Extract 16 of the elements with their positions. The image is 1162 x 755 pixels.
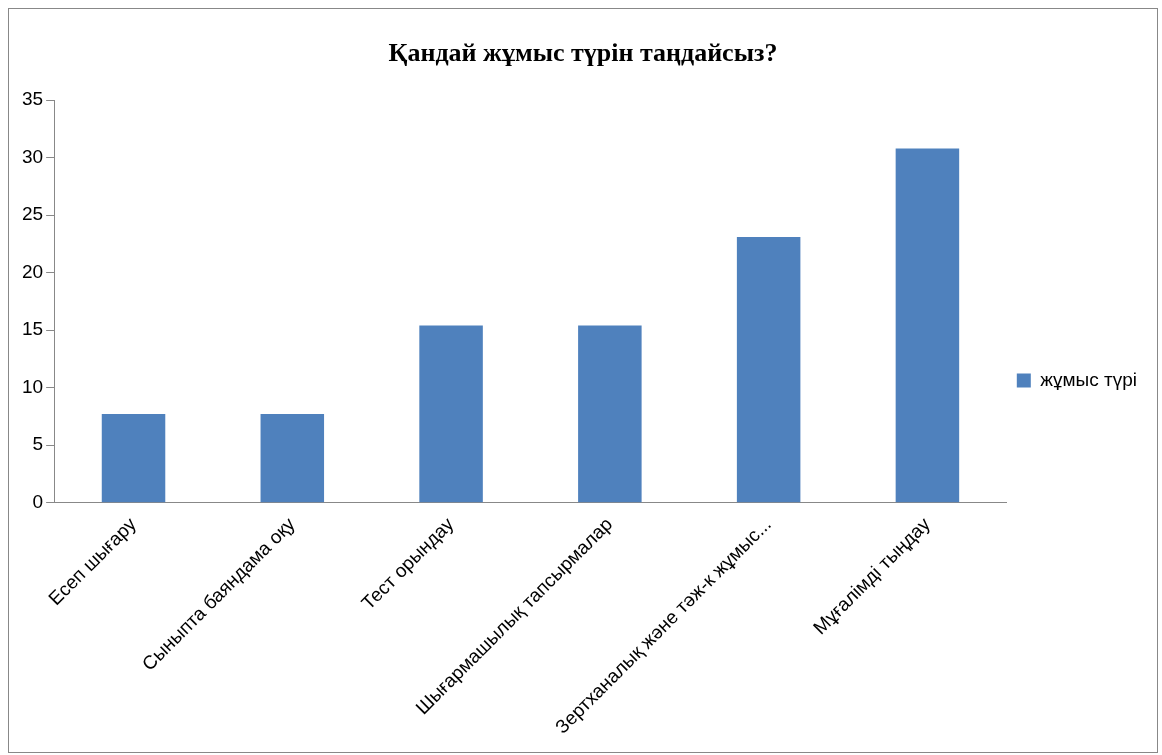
legend-label: жұмыс түрі — [1040, 368, 1138, 390]
y-tick-label: 5 — [32, 433, 44, 455]
bar — [419, 325, 483, 503]
bar — [578, 325, 642, 503]
y-tick-label: 15 — [21, 318, 44, 340]
y-tick-label: 10 — [21, 375, 44, 397]
bar — [101, 414, 166, 503]
bar — [260, 414, 325, 503]
y-tick-label: 25 — [21, 203, 44, 225]
y-tick-label: 35 — [21, 88, 44, 110]
y-tick-label: 30 — [21, 145, 44, 167]
y-tick-label: 0 — [32, 490, 44, 512]
chart-title: Қандай жұмыс түрін таңдайсыз? — [388, 38, 778, 68]
y-tick-label: 20 — [21, 260, 44, 282]
bar — [895, 148, 960, 503]
bar — [736, 237, 801, 503]
